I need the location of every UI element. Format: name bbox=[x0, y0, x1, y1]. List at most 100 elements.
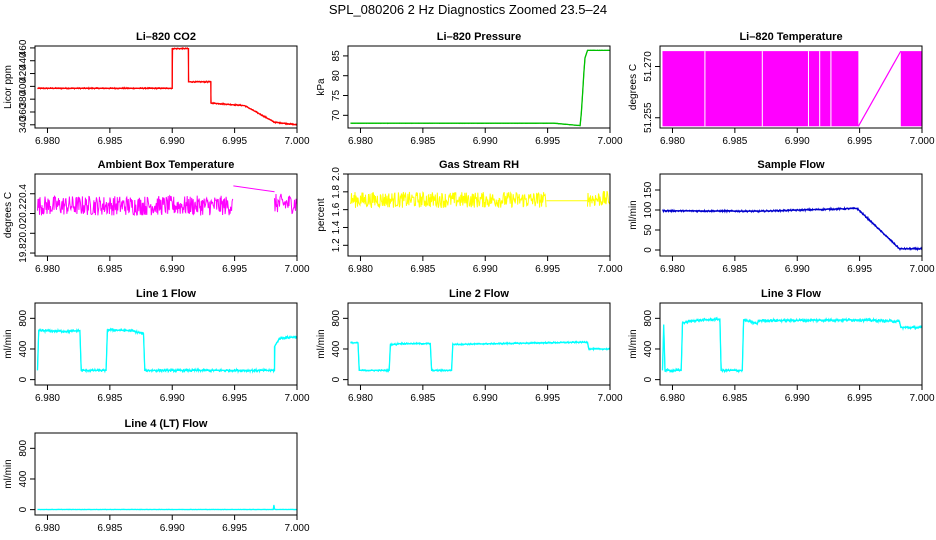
series-trend bbox=[661, 318, 922, 372]
x-tick-label: 6.985 bbox=[722, 264, 747, 275]
y-tick-label: 400 bbox=[331, 340, 342, 357]
y-tick-label: 51.270 bbox=[643, 51, 654, 82]
chart-panel: Line 3 Flow ml/min 6.980 6.985 6.990 6.995 7.0… bbox=[628, 288, 935, 404]
x-tick-label: 6.985 bbox=[410, 393, 435, 404]
x-tick-label: 6.995 bbox=[535, 136, 560, 147]
x-tick-label: 6.980 bbox=[35, 523, 60, 534]
plot-frame bbox=[659, 302, 923, 386]
chart-panel: Sample Flow ml/min 6.980 6.985 6.990 6.995 7.0… bbox=[628, 159, 935, 275]
data-band bbox=[900, 51, 922, 127]
x-tick-label: 6.980 bbox=[35, 393, 60, 404]
plot-frame bbox=[659, 173, 923, 257]
chart-panel: Li–820 CO2 Licor ppm 6.980 6.985 6.990 6.995 7… bbox=[3, 31, 310, 147]
series-line bbox=[350, 191, 547, 209]
y-axis-label: ml/min bbox=[628, 329, 639, 358]
y-tick-label: 0 bbox=[18, 376, 29, 382]
x-tick-label: 6.980 bbox=[660, 264, 685, 275]
y-axis-label: ml/min bbox=[3, 329, 14, 358]
series-line bbox=[587, 190, 610, 207]
x-tick-label: 6.995 bbox=[847, 393, 872, 404]
x-tick-label: 7.000 bbox=[597, 264, 622, 275]
gap-connector bbox=[233, 185, 275, 193]
y-tick-label: 800 bbox=[643, 310, 654, 327]
chart-title: Gas Stream RH bbox=[439, 159, 519, 171]
chart-panel: Line 1 Flow ml/min 6.980 6.985 6.990 6.995 7.0… bbox=[3, 288, 310, 404]
y-axis-label: percent bbox=[316, 198, 327, 232]
x-tick-label: 6.980 bbox=[35, 264, 60, 275]
x-tick-label: 6.985 bbox=[410, 264, 435, 275]
plot-frame bbox=[347, 45, 611, 129]
y-tick-label: 800 bbox=[18, 310, 29, 327]
y-axis-label: ml/min bbox=[3, 459, 14, 488]
plot-frame bbox=[34, 173, 298, 257]
panels-grid: Li–820 CO2 Licor ppm 6.980 6.985 6.990 6.995 7… bbox=[3, 31, 935, 534]
y-tick-label: 20.2 bbox=[18, 203, 29, 223]
series-group bbox=[37, 47, 297, 127]
series-line bbox=[274, 193, 297, 215]
x-tick-label: 6.985 bbox=[410, 136, 435, 147]
y-tick-label: 80 bbox=[331, 70, 342, 82]
chart-title: Line 4 (LT) Flow bbox=[125, 418, 208, 430]
y-tick-label: 0 bbox=[331, 376, 342, 382]
plot-frame bbox=[34, 302, 298, 386]
series-group bbox=[36, 327, 297, 374]
x-tick-label: 6.985 bbox=[722, 393, 747, 404]
x-tick-label: 6.980 bbox=[348, 136, 373, 147]
y-tick-label: 51.255 bbox=[643, 102, 654, 133]
y-tick-label: 50 bbox=[643, 224, 654, 236]
series-trend bbox=[36, 329, 297, 372]
x-tick-label: 6.985 bbox=[722, 136, 747, 147]
chart-panel: Line 4 (LT) Flow ml/min 6.980 6.985 6.990 6.9… bbox=[3, 418, 310, 534]
y-axis-label: degrees C bbox=[3, 192, 14, 238]
y-axis-label: kPa bbox=[316, 78, 327, 96]
chart-panel: Gas Stream RH percent 6.980 6.985 6.990 6.995… bbox=[316, 159, 623, 275]
series-group bbox=[661, 316, 922, 374]
y-tick-label: 0 bbox=[643, 376, 654, 382]
x-tick-label: 6.990 bbox=[160, 523, 185, 534]
x-tick-label: 6.995 bbox=[222, 136, 247, 147]
series-trend bbox=[37, 504, 297, 511]
chart-panel: Li–820 Temperature degrees C 6.980 6.985 6.9… bbox=[628, 31, 935, 147]
series-group bbox=[350, 190, 610, 209]
y-tick-label: 2.0 bbox=[331, 167, 342, 181]
chart-panel: Ambient Box Temperature degrees C 6.980 6.9… bbox=[3, 159, 310, 275]
x-tick-label: 6.985 bbox=[97, 136, 122, 147]
x-tick-label: 7.000 bbox=[284, 393, 309, 404]
plot-frame bbox=[34, 45, 298, 129]
x-tick-label: 7.000 bbox=[284, 136, 309, 147]
x-tick-label: 6.985 bbox=[97, 523, 122, 534]
y-tick-label: 400 bbox=[18, 470, 29, 487]
series-trend bbox=[662, 207, 922, 250]
series-line bbox=[662, 316, 922, 374]
data-band bbox=[662, 51, 859, 127]
chart-panel: Line 2 Flow ml/min 6.980 6.985 6.990 6.995 7.0… bbox=[316, 288, 623, 404]
x-tick-label: 6.990 bbox=[160, 393, 185, 404]
y-tick-label: 360 bbox=[18, 103, 29, 120]
y-tick-label: 460 bbox=[18, 39, 29, 56]
chart-title: Li–820 Temperature bbox=[739, 31, 842, 43]
series-line bbox=[662, 205, 922, 252]
x-tick-label: 6.995 bbox=[535, 264, 560, 275]
x-tick-label: 6.980 bbox=[35, 136, 60, 147]
x-tick-label: 6.990 bbox=[160, 136, 185, 147]
y-tick-label: 20.0 bbox=[18, 223, 29, 243]
y-tick-label: 340 bbox=[18, 116, 29, 133]
y-tick-label: 150 bbox=[643, 181, 654, 198]
x-tick-label: 7.000 bbox=[284, 523, 309, 534]
y-tick-label: 800 bbox=[18, 440, 29, 457]
x-tick-label: 6.995 bbox=[847, 136, 872, 147]
series-line bbox=[857, 50, 902, 127]
x-tick-label: 6.990 bbox=[785, 264, 810, 275]
series-group bbox=[37, 185, 297, 216]
x-tick-label: 6.980 bbox=[348, 264, 373, 275]
chart-title: Li–820 CO2 bbox=[136, 31, 196, 43]
series-line bbox=[37, 194, 234, 216]
series-trend bbox=[350, 49, 610, 127]
y-tick-label: 75 bbox=[331, 90, 342, 102]
chart-title: Ambient Box Temperature bbox=[98, 159, 235, 171]
x-tick-label: 6.990 bbox=[785, 136, 810, 147]
series-trend bbox=[350, 341, 610, 372]
y-tick-label: 440 bbox=[18, 52, 29, 69]
series-line bbox=[350, 49, 610, 127]
